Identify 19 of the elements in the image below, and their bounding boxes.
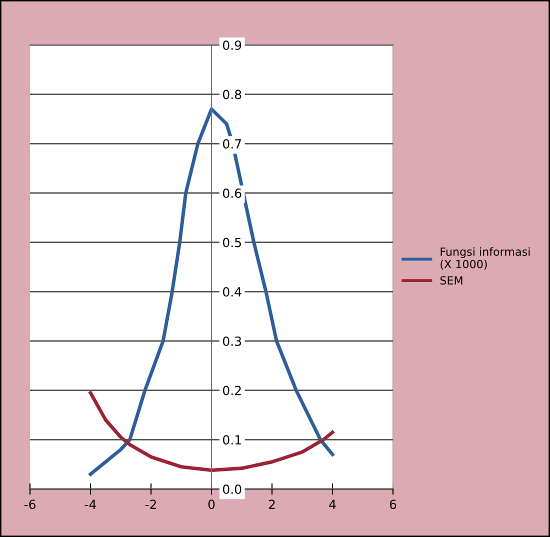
x-tick-label: -2 [145, 500, 156, 509]
y-tick-label: 0.6 [223, 188, 242, 198]
y-tick-label: 0.9 [223, 40, 242, 50]
y-tick-label: 0.2 [223, 386, 241, 396]
x-tick-label: 2 [268, 500, 275, 509]
y-tick-label: 0.3 [223, 336, 242, 346]
x-tick-label: 0 [208, 500, 215, 510]
legend-label: SEM [440, 276, 462, 285]
y-tick-label: 0.0 [223, 484, 242, 494]
x-tick-label: -6 [24, 500, 36, 510]
y-tick-label: 0.1 [223, 435, 241, 445]
x-tick-label: -4 [84, 500, 96, 509]
x-tick-label: 6 [390, 500, 396, 510]
y-tick-label: 0.8 [223, 90, 242, 100]
y-tick-label: 0.4 [223, 287, 242, 297]
legend-label: Fungsi informasi (X 1000) [440, 247, 530, 270]
x-tick-label: 4 [329, 500, 336, 509]
y-tick-label: 0.5 [223, 238, 241, 248]
line-series [88, 107, 334, 476]
